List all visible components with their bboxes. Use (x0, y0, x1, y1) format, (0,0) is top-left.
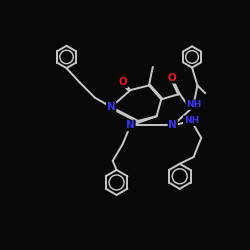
Text: NH: NH (184, 116, 199, 125)
Text: N: N (168, 120, 177, 130)
Text: O: O (118, 77, 127, 87)
Text: N: N (107, 102, 116, 112)
Text: N: N (126, 120, 135, 130)
Text: NH: NH (186, 100, 201, 109)
Text: O: O (168, 73, 176, 83)
